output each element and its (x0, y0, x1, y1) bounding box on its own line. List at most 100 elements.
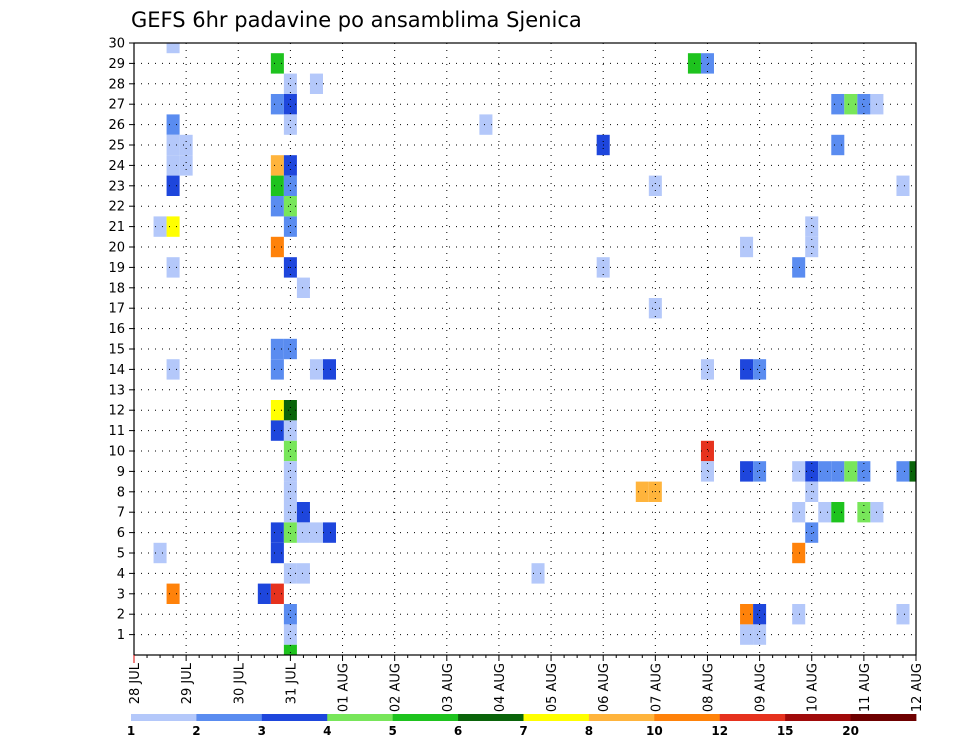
precip-cell (792, 542, 806, 564)
colorbar-swatch (523, 714, 590, 721)
precip-cell (166, 155, 180, 176)
precip-cell (270, 400, 284, 421)
precip-cell (700, 359, 714, 380)
precip-cell (896, 604, 910, 625)
precip-cell (740, 236, 754, 258)
colorbar-swatch (654, 714, 721, 721)
y-tick-label: 5 (117, 547, 125, 562)
x-tick-label: 02 AUG (389, 663, 404, 712)
y-tick-label: 23 (108, 179, 125, 194)
precip-cell (844, 94, 858, 115)
y-tick-label: 30 (108, 37, 125, 52)
colorbar-label: 3 (258, 724, 266, 738)
precip-cell (270, 53, 284, 74)
precip-cell (166, 216, 180, 237)
precip-cell (153, 216, 167, 237)
y-tick-label: 9 (117, 465, 125, 480)
precip-cell (648, 175, 662, 196)
precip-cell (831, 94, 845, 115)
precip-cell (283, 522, 297, 543)
precip-cell (283, 644, 297, 655)
precip-cell (857, 94, 871, 115)
precip-cell (283, 420, 297, 441)
precip-cell (166, 43, 180, 54)
y-tick-label: 13 (108, 383, 125, 398)
precip-cell (805, 461, 819, 482)
precip-cell (792, 257, 806, 278)
colorbar-label: 7 (519, 724, 527, 738)
x-tick-label: 03 AUG (441, 663, 456, 712)
y-tick-label: 11 (108, 424, 125, 439)
precip-cell (166, 359, 180, 380)
x-tick-label: 06 AUG (597, 663, 612, 712)
precip-cell (270, 583, 284, 604)
precip-cell (270, 420, 284, 441)
y-tick-label: 26 (108, 118, 125, 133)
colorbar-label: 15 (777, 724, 794, 738)
precip-cell (740, 624, 754, 645)
precip-cell (322, 359, 337, 380)
colorbar-swatch (196, 714, 263, 721)
precip-cell (283, 216, 297, 237)
precip-cell (179, 155, 193, 176)
y-tick-label: 16 (108, 322, 125, 337)
precip-cell (296, 502, 310, 523)
y-tick-label: 21 (108, 220, 125, 235)
x-tick-label: 28 JUL (128, 662, 143, 704)
precip-cell (831, 134, 845, 156)
precip-cell (270, 338, 284, 360)
precip-cell (844, 461, 858, 482)
precip-cell (166, 175, 180, 196)
colorbar-label: 4 (323, 724, 331, 738)
precip-cell (831, 461, 845, 482)
x-tick-label: 31 JUL (284, 662, 299, 704)
y-tick-label: 18 (108, 281, 125, 296)
colorbar-label: 20 (842, 724, 859, 738)
precip-cell (270, 542, 284, 564)
y-tick-label: 12 (108, 404, 125, 419)
precip-cell (700, 53, 714, 74)
precip-cell (153, 542, 167, 564)
colorbar-label: 8 (585, 724, 593, 738)
colorbar-swatch (719, 714, 786, 721)
y-tick-label: 1 (117, 628, 125, 643)
x-axis-ticks: 28 JUL 29 JUL 30 JUL 31 JUL 01 AUG 02 AUG 03 A… (128, 655, 925, 712)
precip-cell (270, 155, 284, 176)
precip-cell (257, 583, 271, 604)
precip-cell (700, 440, 714, 462)
precip-cell (753, 624, 767, 645)
precip-cell (818, 461, 832, 482)
y-tick-label: 8 (117, 485, 125, 500)
colorbar-swatch (327, 714, 394, 721)
y-tick-label: 14 (108, 363, 125, 378)
x-tick-label: 29 JUL (180, 662, 195, 704)
y-tick-label: 28 (108, 77, 125, 92)
colorbar-swatch (131, 714, 197, 721)
y-tick-label: 6 (117, 526, 125, 541)
x-tick-label: 12 AUG (910, 663, 925, 712)
colorbar-label: 6 (454, 724, 462, 738)
precip-cell (166, 583, 180, 604)
precip-cell (531, 563, 545, 584)
chart-title: GEFS 6hr padavine po ansamblima Sjenica (131, 8, 582, 32)
precip-cell (296, 522, 310, 543)
precip-cell (896, 461, 910, 482)
precip-cell (818, 502, 832, 523)
y-axis-ticks: 1234567891011121314151617181920212223242… (108, 37, 134, 643)
precip-cell (479, 114, 493, 135)
x-tick-label: 05 AUG (545, 663, 560, 712)
precip-cell (831, 502, 845, 523)
precip-cell (296, 277, 310, 298)
precip-cell (753, 359, 767, 380)
precip-cell (283, 563, 297, 584)
precip-cell (283, 461, 297, 482)
y-tick-label: 7 (117, 506, 125, 521)
colorbar-label: 10 (646, 724, 663, 738)
x-tick-label: 11 AUG (858, 663, 873, 712)
precip-cell (283, 338, 297, 360)
precip-cell (805, 216, 819, 237)
y-tick-label: 2 (117, 608, 125, 623)
precip-cell (283, 400, 297, 421)
precip-cell (322, 522, 337, 543)
precip-cell (166, 257, 180, 278)
